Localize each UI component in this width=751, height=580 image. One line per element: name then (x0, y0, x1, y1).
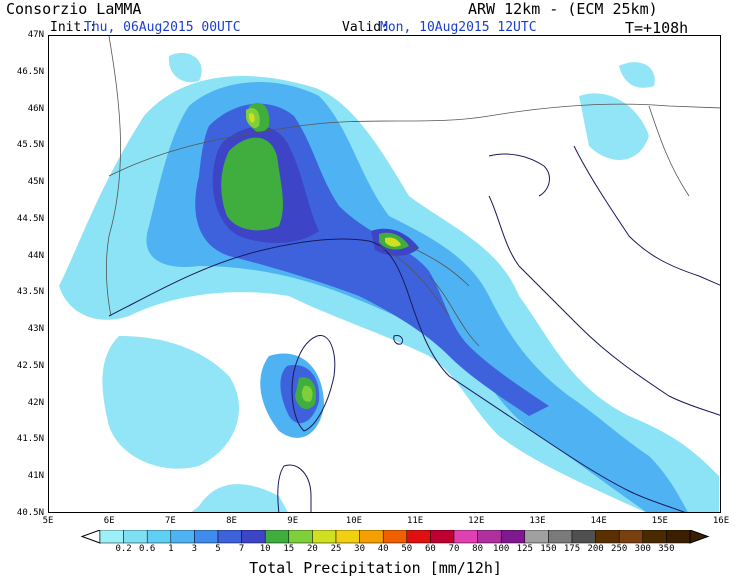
lat-tick-label: 47N (27, 30, 44, 40)
lon-tick-label: 16E (712, 516, 730, 526)
colorbar-level-label: 80 (472, 544, 484, 554)
colorbar-title: Total Precipitation [mm/12h] (249, 559, 502, 577)
colorbar-level-label: 100 (493, 544, 510, 554)
colorbar-swatch (548, 530, 573, 544)
colorbar-swatch (146, 530, 172, 544)
colorbar-swatch (500, 530, 526, 544)
colorbar-level-label: 15 (283, 544, 295, 554)
precipitation-map[interactable] (48, 35, 721, 513)
colorbar-swatch (170, 530, 195, 544)
colorbar-svg (80, 530, 710, 544)
colorbar-level-label: 350 (658, 544, 675, 554)
colorbar-level-label: 200 (587, 544, 604, 554)
coastline (108, 145, 720, 512)
colorbar-level-label: 50 (401, 544, 413, 554)
colorbar-level-label: 300 (634, 544, 651, 554)
colorbar-swatch (217, 530, 242, 544)
lat-tick-label: 44.5N (16, 213, 44, 224)
colorbar-swatch (123, 530, 148, 544)
colorbar-swatch (312, 530, 337, 544)
colorbar-level-label: 0.6 (139, 544, 156, 554)
colorbar-swatch (524, 530, 549, 544)
colorbar-swatch (453, 530, 478, 544)
lon-tick-label: 13E (529, 516, 546, 526)
colorbar-swatch (666, 530, 691, 544)
lon-tick-label: 10E (345, 516, 363, 526)
colorbar-level-label: 70 (448, 544, 460, 554)
lat-tick-label: 45N (27, 177, 44, 188)
colorbar-level-label: 1 (168, 544, 174, 554)
colorbar-swatch (595, 530, 620, 544)
lat-tick-label: 43N (27, 324, 44, 335)
colorbar-swatch (359, 530, 384, 544)
colorbar-level-label: 40 (377, 544, 389, 554)
lat-tick-label: 40.5N (16, 508, 44, 518)
org-title: Consorzio LaMMA (6, 0, 142, 18)
colorbar-level-label: 175 (563, 544, 581, 554)
colorbar-level-label: 3 (191, 544, 198, 554)
model-title: ARW 12km - (ECM 25km) (468, 0, 658, 18)
lat-tick-label: 44N (27, 250, 44, 261)
colorbar-swatch (477, 530, 502, 544)
colorbar-swatch (406, 530, 431, 544)
lon-tick-label: 15E (651, 516, 668, 526)
valid-label: Valid: (342, 20, 389, 35)
colorbar-level-label: 10 (259, 544, 271, 554)
colorbar-swatch (618, 530, 644, 544)
lat-tick-label: 45.5N (16, 140, 44, 151)
lon-tick-label: 6E (103, 516, 115, 526)
colorbar-arrow-left (80, 530, 101, 544)
colorbar-swatch (241, 530, 266, 544)
colorbar-swatch (382, 530, 408, 544)
colorbar-level-label: 25 (330, 544, 342, 554)
lon-tick-label: 5E (42, 516, 54, 526)
lat-tick-label: 42.5N (16, 360, 44, 371)
colorbar-level-label: 250 (611, 544, 628, 554)
lon-tick-label: 11E (406, 516, 424, 526)
colorbar-level-label: 7 (238, 544, 245, 554)
colorbar-swatch (288, 530, 313, 544)
lat-tick-label: 43.5N (16, 287, 44, 298)
colorbar-swatch (430, 530, 455, 544)
lat-tick-label: 46N (27, 103, 44, 114)
colorbar-level-label: 125 (516, 544, 533, 554)
map-svg (59, 36, 720, 512)
colorbar-swatch (264, 530, 290, 544)
colorbar-arrow-right (689, 530, 710, 544)
lon-tick-label: 8E (226, 516, 237, 526)
init-value: Thu, 06Aug2015 00UTC (84, 20, 241, 35)
lon-tick-label: 9E (287, 516, 299, 526)
colorbar-level-label: 30 (354, 544, 366, 554)
lon-tick-label: 14E (590, 516, 607, 526)
colorbar-swatch (335, 530, 360, 544)
colorbar-level-label: 0.2 (115, 544, 132, 554)
lat-tick-label: 46.5N (16, 66, 44, 77)
precipitation-field (59, 52, 719, 512)
colorbar-level-label: 5 (215, 544, 221, 554)
lat-tick-label: 41N (27, 471, 44, 482)
colorbar-swatch (642, 530, 667, 544)
lat-tick-label: 42N (27, 397, 44, 408)
colorbar-level-label: 60 (424, 544, 436, 554)
colorbar-swatch (194, 530, 219, 544)
colorbar-level-label: 20 (306, 544, 318, 554)
colorbar-swatch (571, 530, 596, 544)
init-label: Init.: (50, 20, 97, 35)
borders (106, 36, 720, 347)
colorbar-swatch (99, 530, 124, 544)
colorbar-level-label: 150 (540, 544, 557, 554)
lon-tick-label: 7E (164, 516, 176, 526)
lead-time: T=+108h (625, 19, 689, 37)
lat-tick-label: 41.5N (16, 434, 44, 445)
valid-value: Mon, 10Aug2015 12UTC (380, 20, 537, 35)
lon-tick-label: 12E (468, 516, 485, 526)
